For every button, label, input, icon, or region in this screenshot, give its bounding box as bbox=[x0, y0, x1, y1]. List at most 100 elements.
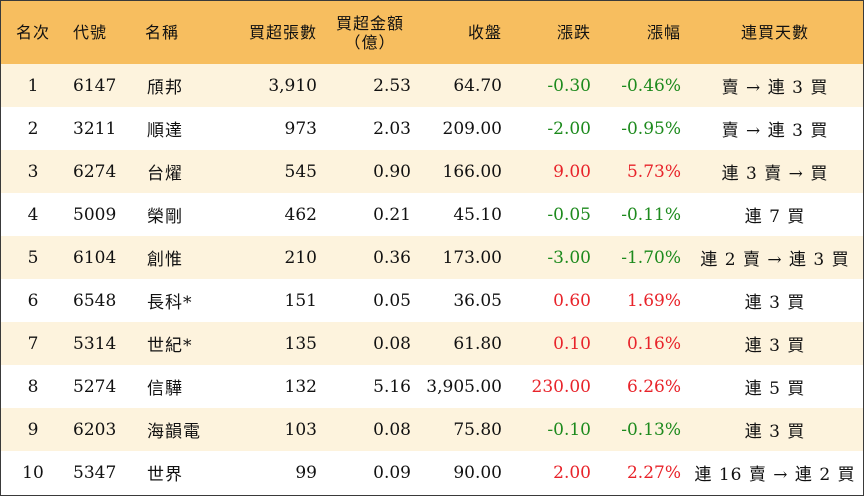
cell-streak: 連 3 賣 → 買 bbox=[721, 164, 829, 184]
header-rank: 名次 bbox=[15, 23, 50, 42]
cell-streak: 賣 → 連 3 買 bbox=[721, 78, 829, 98]
cell-rank: 9 bbox=[27, 419, 39, 440]
table-row: 6 6548 長科* 151 0.05 36.05 0.60 1.69% 連 3 買 bbox=[1, 279, 863, 322]
cell-close: 45.10 bbox=[453, 204, 502, 225]
cell-rank: 3 bbox=[27, 161, 39, 182]
cell-name: 世界 bbox=[147, 465, 183, 485]
cell-net-buy-lots: 3,910 bbox=[268, 75, 317, 96]
cell-change-pct: 2.27% bbox=[626, 462, 681, 483]
table-row: 9 6203 海韻電 103 0.08 75.80 -0.10 -0.13% 連 3 買 bbox=[1, 408, 863, 451]
table-row: 5 6104 創惟 210 0.36 173.00 -3.00 -1.70% 連 2 賣 → 連… bbox=[1, 236, 863, 279]
table-row: 10 5347 世界 99 0.09 90.00 2.00 2.27% 連 16 賣 → 連 2… bbox=[1, 451, 863, 494]
cell-net-buy-amount: 0.08 bbox=[373, 419, 411, 440]
cell-close: 209.00 bbox=[442, 118, 502, 139]
header-change: 漲跌 bbox=[556, 23, 591, 42]
cell-net-buy-amount: 0.90 bbox=[373, 161, 411, 182]
cell-net-buy-amount: 0.08 bbox=[373, 333, 411, 354]
cell-net-buy-lots: 103 bbox=[284, 419, 317, 440]
cell-rank: 7 bbox=[27, 333, 39, 354]
cell-close: 36.05 bbox=[453, 290, 502, 311]
cell-change: -3.00 bbox=[547, 247, 591, 268]
cell-change: 9.00 bbox=[553, 161, 591, 182]
cell-streak: 連 2 賣 → 連 3 買 bbox=[700, 250, 850, 270]
cell-rank: 6 bbox=[27, 290, 39, 311]
header-change-pct: 漲幅 bbox=[646, 23, 681, 42]
cell-change: 230.00 bbox=[531, 376, 591, 397]
cell-change-pct: -0.11% bbox=[621, 204, 681, 225]
cell-streak: 連 3 買 bbox=[744, 293, 806, 313]
cell-code: 5274 bbox=[73, 376, 117, 397]
cell-rank: 5 bbox=[27, 247, 39, 268]
table-row: 3 6274 台燿 545 0.90 166.00 9.00 5.73% 連 3 賣 → 買 bbox=[1, 150, 863, 193]
table-body: 1 6147 頎邦 3,910 2.53 64.70 -0.30 -0.46% 賣 → 連 3 … bbox=[1, 64, 863, 494]
cell-change-pct: 0.16% bbox=[626, 333, 681, 354]
cell-change: -2.00 bbox=[547, 118, 591, 139]
cell-change-pct: -1.70% bbox=[621, 247, 681, 268]
cell-code: 3211 bbox=[73, 118, 117, 139]
cell-net-buy-amount: 0.21 bbox=[373, 204, 411, 225]
cell-net-buy-lots: 151 bbox=[284, 290, 317, 311]
header-net-buy-amount: 買超金額 （億） bbox=[323, 1, 417, 64]
cell-change: 2.00 bbox=[553, 462, 591, 483]
cell-name: 海韻電 bbox=[147, 422, 201, 442]
cell-streak: 賣 → 連 3 買 bbox=[721, 121, 829, 141]
cell-code: 5314 bbox=[73, 333, 117, 354]
cell-code: 6147 bbox=[73, 75, 117, 96]
cell-name: 榮剛 bbox=[147, 207, 183, 227]
cell-change: -0.05 bbox=[547, 204, 591, 225]
cell-change-pct: 5.73% bbox=[626, 161, 681, 182]
header-net-buy-amount-line1: 買超金額 bbox=[335, 13, 404, 33]
cell-net-buy-amount: 0.36 bbox=[373, 247, 411, 268]
header-code: 代號 bbox=[73, 23, 108, 42]
cell-close: 61.80 bbox=[453, 333, 502, 354]
cell-net-buy-lots: 973 bbox=[284, 118, 317, 139]
cell-name: 世紀* bbox=[147, 336, 193, 356]
cell-net-buy-lots: 99 bbox=[295, 462, 317, 483]
cell-name: 長科* bbox=[147, 293, 193, 313]
header-streak: 連買天數 bbox=[740, 23, 809, 42]
table-row: 7 5314 世紀* 135 0.08 61.80 0.10 0.16% 連 3 買 bbox=[1, 322, 863, 365]
cell-change: -0.10 bbox=[547, 419, 591, 440]
cell-close: 166.00 bbox=[442, 161, 502, 182]
cell-code: 5009 bbox=[73, 204, 117, 225]
cell-rank: 2 bbox=[27, 118, 39, 139]
cell-close: 3,905.00 bbox=[426, 376, 502, 397]
cell-name: 頎邦 bbox=[147, 78, 183, 98]
cell-change-pct: 1.69% bbox=[626, 290, 681, 311]
cell-net-buy-amount: 0.05 bbox=[373, 290, 411, 311]
table-row: 1 6147 頎邦 3,910 2.53 64.70 -0.30 -0.46% 賣 → 連 3 … bbox=[1, 64, 863, 107]
cell-rank: 1 bbox=[27, 75, 39, 96]
cell-streak: 連 3 買 bbox=[744, 422, 806, 442]
header-net-buy-amount-line2: （億） bbox=[344, 32, 396, 52]
cell-change: 0.10 bbox=[553, 333, 591, 354]
cell-code: 6104 bbox=[73, 247, 117, 268]
cell-net-buy-lots: 210 bbox=[284, 247, 317, 268]
cell-code: 5347 bbox=[73, 462, 117, 483]
cell-net-buy-amount: 0.09 bbox=[373, 462, 411, 483]
cell-change-pct: 6.26% bbox=[626, 376, 681, 397]
table-row: 2 3211 順達 973 2.03 209.00 -2.00 -0.95% 賣 → 連 3 買 bbox=[1, 107, 863, 150]
cell-name: 創惟 bbox=[147, 250, 183, 270]
cell-name: 台燿 bbox=[147, 164, 183, 184]
cell-net-buy-amount: 5.16 bbox=[373, 376, 411, 397]
cell-close: 90.00 bbox=[453, 462, 502, 483]
cell-net-buy-amount: 2.03 bbox=[373, 118, 411, 139]
cell-close: 173.00 bbox=[442, 247, 502, 268]
cell-net-buy-amount: 2.53 bbox=[373, 75, 411, 96]
cell-close: 75.80 bbox=[453, 419, 502, 440]
cell-change: 0.60 bbox=[553, 290, 591, 311]
cell-net-buy-lots: 462 bbox=[284, 204, 317, 225]
cell-code: 6548 bbox=[73, 290, 117, 311]
cell-streak: 連 7 買 bbox=[744, 207, 806, 227]
cell-rank: 4 bbox=[27, 204, 39, 225]
cell-change: -0.30 bbox=[547, 75, 591, 96]
cell-rank: 8 bbox=[27, 376, 39, 397]
cell-net-buy-lots: 132 bbox=[284, 376, 317, 397]
header-row: 名次 代號 名稱 買超張數 買超金額 （億） 收盤 漲跌 漲幅 連買天數 bbox=[1, 1, 863, 64]
header-close: 收盤 bbox=[467, 23, 502, 42]
table-row: 4 5009 榮剛 462 0.21 45.10 -0.05 -0.11% 連 7 買 bbox=[1, 193, 863, 236]
cell-change-pct: -0.46% bbox=[621, 75, 681, 96]
cell-rank: 10 bbox=[22, 462, 44, 483]
